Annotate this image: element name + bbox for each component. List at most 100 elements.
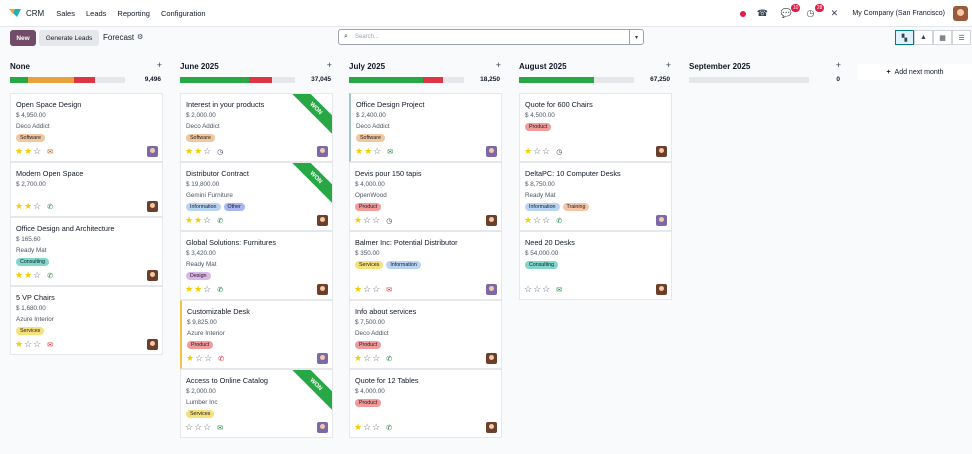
salesperson-avatar[interactable]: [486, 353, 497, 364]
priority-star-icon[interactable]: ☆: [203, 146, 212, 156]
pivot-view-icon[interactable]: ▦: [933, 30, 952, 45]
recording-indicator-icon[interactable]: [740, 10, 747, 17]
phone-activity-icon[interactable]: ✆: [386, 424, 393, 432]
salesperson-avatar[interactable]: [656, 284, 667, 295]
priority-star-icon[interactable]: ☆: [203, 215, 212, 225]
column-progress-bar[interactable]: [689, 77, 809, 83]
priority-star-icon[interactable]: ☆: [372, 422, 381, 432]
priority-star-icon[interactable]: ☆: [33, 339, 42, 349]
graph-view-icon[interactable]: ▲: [914, 30, 933, 45]
email-activity-icon[interactable]: ✉: [217, 424, 224, 432]
opportunity-card[interactable]: Global Solutions: Furnitures $ 3,420.00 Re…: [180, 231, 333, 300]
salesperson-avatar[interactable]: [486, 215, 497, 226]
priority-star-icon[interactable]: ★: [354, 353, 363, 363]
priority-star-icon[interactable]: ★: [24, 270, 33, 280]
search-input[interactable]: Search...: [355, 34, 380, 40]
opportunity-card[interactable]: Access to Online Catalog $ 2,000.00 Lumber…: [180, 369, 333, 438]
priority-star-icon[interactable]: ☆: [542, 284, 551, 294]
email-activity-icon[interactable]: ✉: [387, 148, 394, 156]
opportunity-card[interactable]: Modern Open Space $ 2,700.00 ★ ★ ☆ ✆: [10, 162, 163, 217]
column-title[interactable]: September 2025: [689, 62, 751, 71]
salesperson-avatar[interactable]: [317, 422, 328, 433]
priority-star-icon[interactable]: ☆: [363, 422, 372, 432]
email-activity-icon[interactable]: ✉: [47, 148, 54, 156]
column-progress-bar[interactable]: [349, 77, 464, 83]
priority-star-icon[interactable]: ☆: [33, 270, 42, 280]
progress-segment[interactable]: [74, 77, 96, 83]
opportunity-card[interactable]: Need 20 Desks $ 54,000.00 Consulting ☆ ☆ ☆ ✉: [519, 231, 672, 300]
progress-segment[interactable]: [349, 77, 423, 83]
priority-star-icon[interactable]: ★: [24, 146, 33, 156]
priority-star-icon[interactable]: ★: [185, 146, 194, 156]
column-title[interactable]: August 2025: [519, 62, 567, 71]
priority-star-icon[interactable]: ★: [194, 284, 203, 294]
add-next-month-button[interactable]: + Add next month: [858, 64, 972, 80]
column-progress-bar[interactable]: [519, 77, 634, 83]
menu-sales[interactable]: Sales: [56, 8, 75, 18]
column-add-icon[interactable]: +: [156, 60, 162, 70]
priority-star-icon[interactable]: ★: [15, 146, 24, 156]
opportunity-card[interactable]: Open Space Design $ 4,950.00 Deco Addict So…: [10, 93, 163, 162]
phone-activity-icon[interactable]: ✆: [386, 355, 393, 363]
priority-star-icon[interactable]: ☆: [194, 422, 203, 432]
salesperson-avatar[interactable]: [486, 146, 497, 157]
salesperson-avatar[interactable]: [656, 215, 667, 226]
progress-segment[interactable]: [519, 77, 594, 83]
salesperson-avatar[interactable]: [486, 422, 497, 433]
priority-star-icon[interactable]: ★: [355, 146, 364, 156]
priority-star-icon[interactable]: ★: [15, 339, 24, 349]
phone-activity-icon[interactable]: ✆: [218, 355, 225, 363]
priority-star-icon[interactable]: ★: [194, 146, 203, 156]
opportunity-card[interactable]: Devis pour 150 tapis $ 4,000.00 OpenWood Pr…: [349, 162, 502, 231]
phone-activity-icon[interactable]: ✆: [217, 217, 224, 225]
salesperson-avatar[interactable]: [147, 201, 158, 212]
priority-star-icon[interactable]: ★: [15, 270, 24, 280]
priority-star-icon[interactable]: ☆: [542, 146, 551, 156]
salesperson-avatar[interactable]: [486, 284, 497, 295]
salesperson-avatar[interactable]: [317, 353, 328, 364]
salesperson-avatar[interactable]: [317, 215, 328, 226]
progress-segment[interactable]: [10, 77, 29, 83]
priority-star-icon[interactable]: ☆: [533, 215, 542, 225]
priority-star-icon[interactable]: ★: [364, 146, 373, 156]
column-progress-bar[interactable]: [10, 77, 125, 83]
email-activity-icon[interactable]: ✉: [47, 341, 54, 349]
opportunity-card[interactable]: Customizable Desk $ 9,825.00 Azure Interio…: [180, 300, 333, 369]
opportunity-card[interactable]: Quote for 600 Chairs $ 4,500.00 Product ★ ☆ ☆…: [519, 93, 672, 162]
menu-reporting[interactable]: Reporting: [117, 8, 150, 18]
priority-star-icon[interactable]: ☆: [373, 146, 382, 156]
priority-star-icon[interactable]: ☆: [363, 215, 372, 225]
opportunity-card[interactable]: Balmer Inc: Potential Distributor $ 350.0…: [349, 231, 502, 300]
activity-clock-icon[interactable]: ◷ 28: [806, 3, 825, 18]
column-progress-bar[interactable]: [180, 77, 295, 83]
email-activity-icon[interactable]: ✉: [386, 286, 393, 294]
column-add-icon[interactable]: +: [495, 60, 501, 70]
phone-activity-icon[interactable]: ✆: [47, 272, 54, 280]
progress-segment[interactable]: [422, 77, 444, 83]
priority-star-icon[interactable]: ☆: [195, 353, 204, 363]
column-add-icon[interactable]: +: [665, 60, 671, 70]
phone-icon[interactable]: ☎: [756, 8, 769, 18]
user-avatar[interactable]: [953, 6, 968, 21]
priority-star-icon[interactable]: ★: [186, 353, 195, 363]
menu-configuration[interactable]: Configuration: [160, 8, 206, 18]
priority-star-icon[interactable]: ☆: [33, 201, 42, 211]
opportunity-card[interactable]: DeltaPC: 10 Computer Desks $ 8,750.00 Read…: [519, 162, 672, 231]
opportunity-card[interactable]: Office Design Project $ 2,400.00 Deco Addi…: [349, 93, 502, 162]
opportunity-card[interactable]: Office Design and Architecture $ 165.60 Re…: [10, 217, 163, 286]
priority-star-icon[interactable]: ☆: [542, 215, 551, 225]
phone-activity-icon[interactable]: ✆: [556, 217, 563, 225]
priority-star-icon[interactable]: ☆: [372, 284, 381, 294]
priority-star-icon[interactable]: ★: [15, 201, 24, 211]
column-title[interactable]: None: [10, 62, 30, 71]
column-add-icon[interactable]: +: [326, 60, 332, 70]
priority-star-icon[interactable]: ☆: [185, 422, 194, 432]
company-switcher[interactable]: My Company (San Francisco): [852, 10, 945, 17]
priority-star-icon[interactable]: ☆: [524, 284, 533, 294]
priority-star-icon[interactable]: ☆: [533, 284, 542, 294]
progress-segment[interactable]: [28, 77, 75, 83]
kanban-view-icon[interactable]: ▚: [895, 30, 914, 45]
search-bar[interactable]: ⌕ Search... ▾: [338, 29, 644, 45]
priority-star-icon[interactable]: ★: [524, 146, 533, 156]
phone-activity-icon[interactable]: ✆: [217, 286, 224, 294]
